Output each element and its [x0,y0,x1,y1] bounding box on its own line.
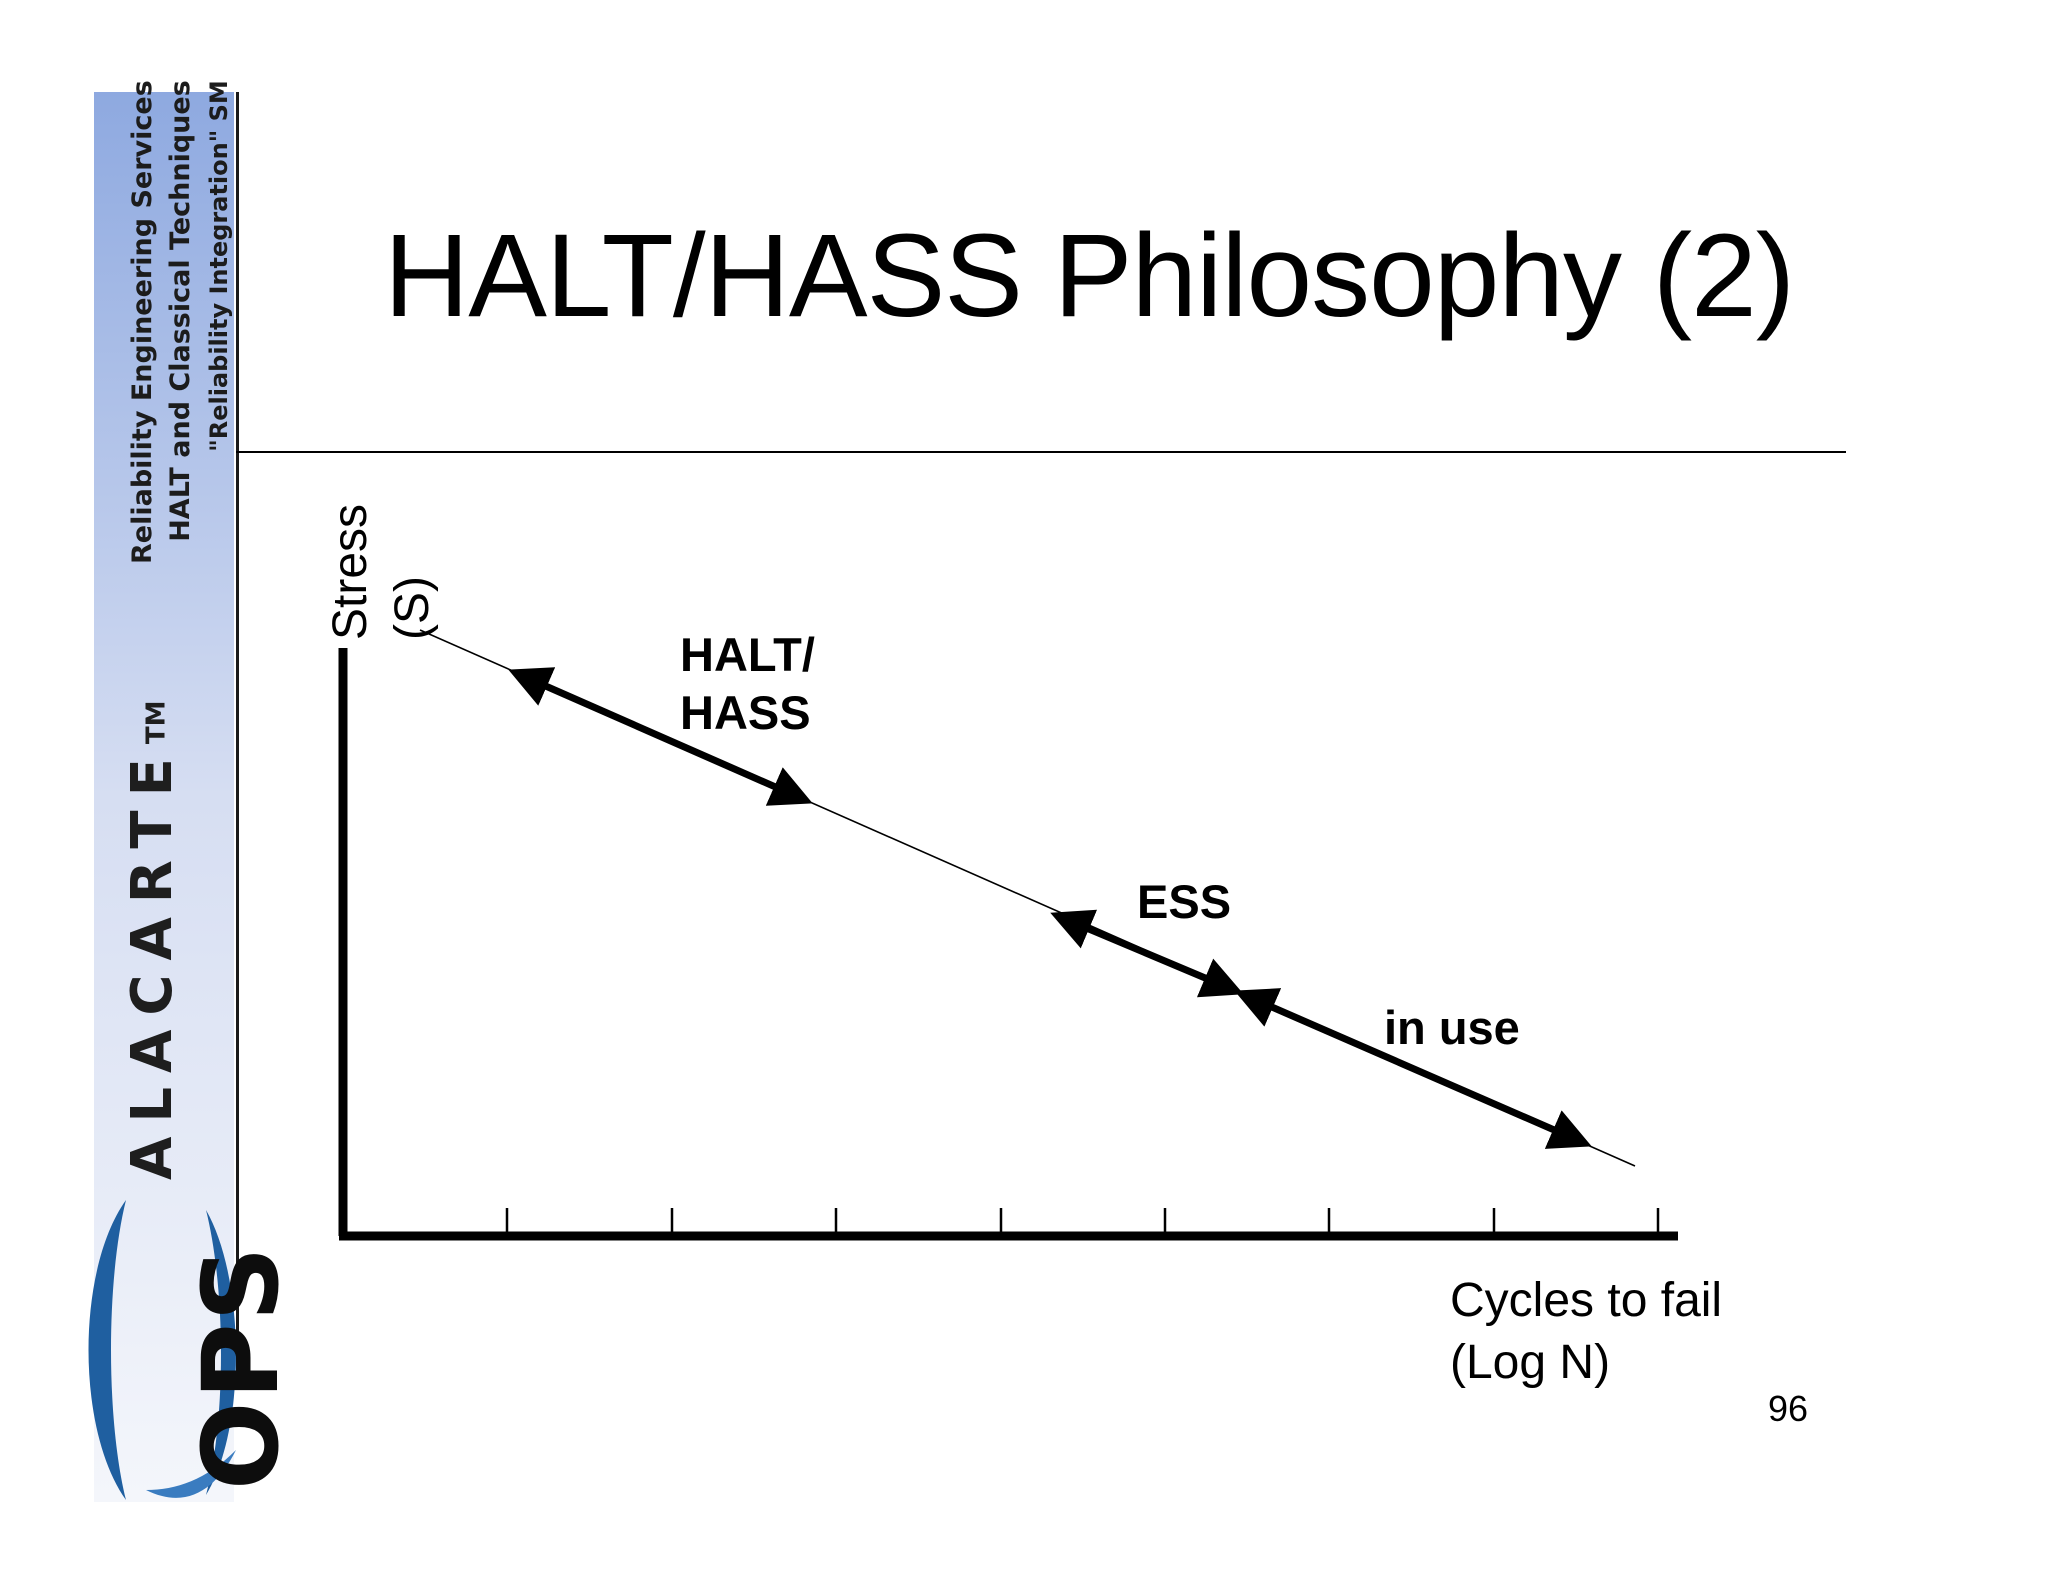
halt-hass-label-line2: HASS [680,686,811,739]
in-use-arrow [1234,988,1592,1149]
x-axis-label-line1: Cycles to fail [1450,1274,1723,1327]
halt-hass-label: HALT/ HASS [680,626,815,742]
ess-arrow [1050,909,1244,998]
halt-hass-arrow [508,667,813,806]
x-axis-label: Cycles to fail (Log N) [1450,1270,1722,1394]
title-divider [236,451,1846,453]
x-axis-label-line2: (Log N) [1450,1336,1611,1389]
ops-logo-icon [88,1200,236,1500]
y-axis-label-line1: Stress [324,503,377,640]
sidebar-band [94,92,234,1502]
slide-title: HALT/HASS Philosophy (2) [384,210,1795,342]
ess-label: ESS [1137,875,1232,928]
x-axis-ticks [505,1208,1660,1236]
in-use-label: in use [1384,1001,1520,1054]
y-axis-label-line2: (S) [386,576,439,640]
halt-hass-label-line1: HALT/ [680,628,815,681]
sidebar-divider [236,92,239,1382]
page-number: 96 [1768,1388,1809,1429]
